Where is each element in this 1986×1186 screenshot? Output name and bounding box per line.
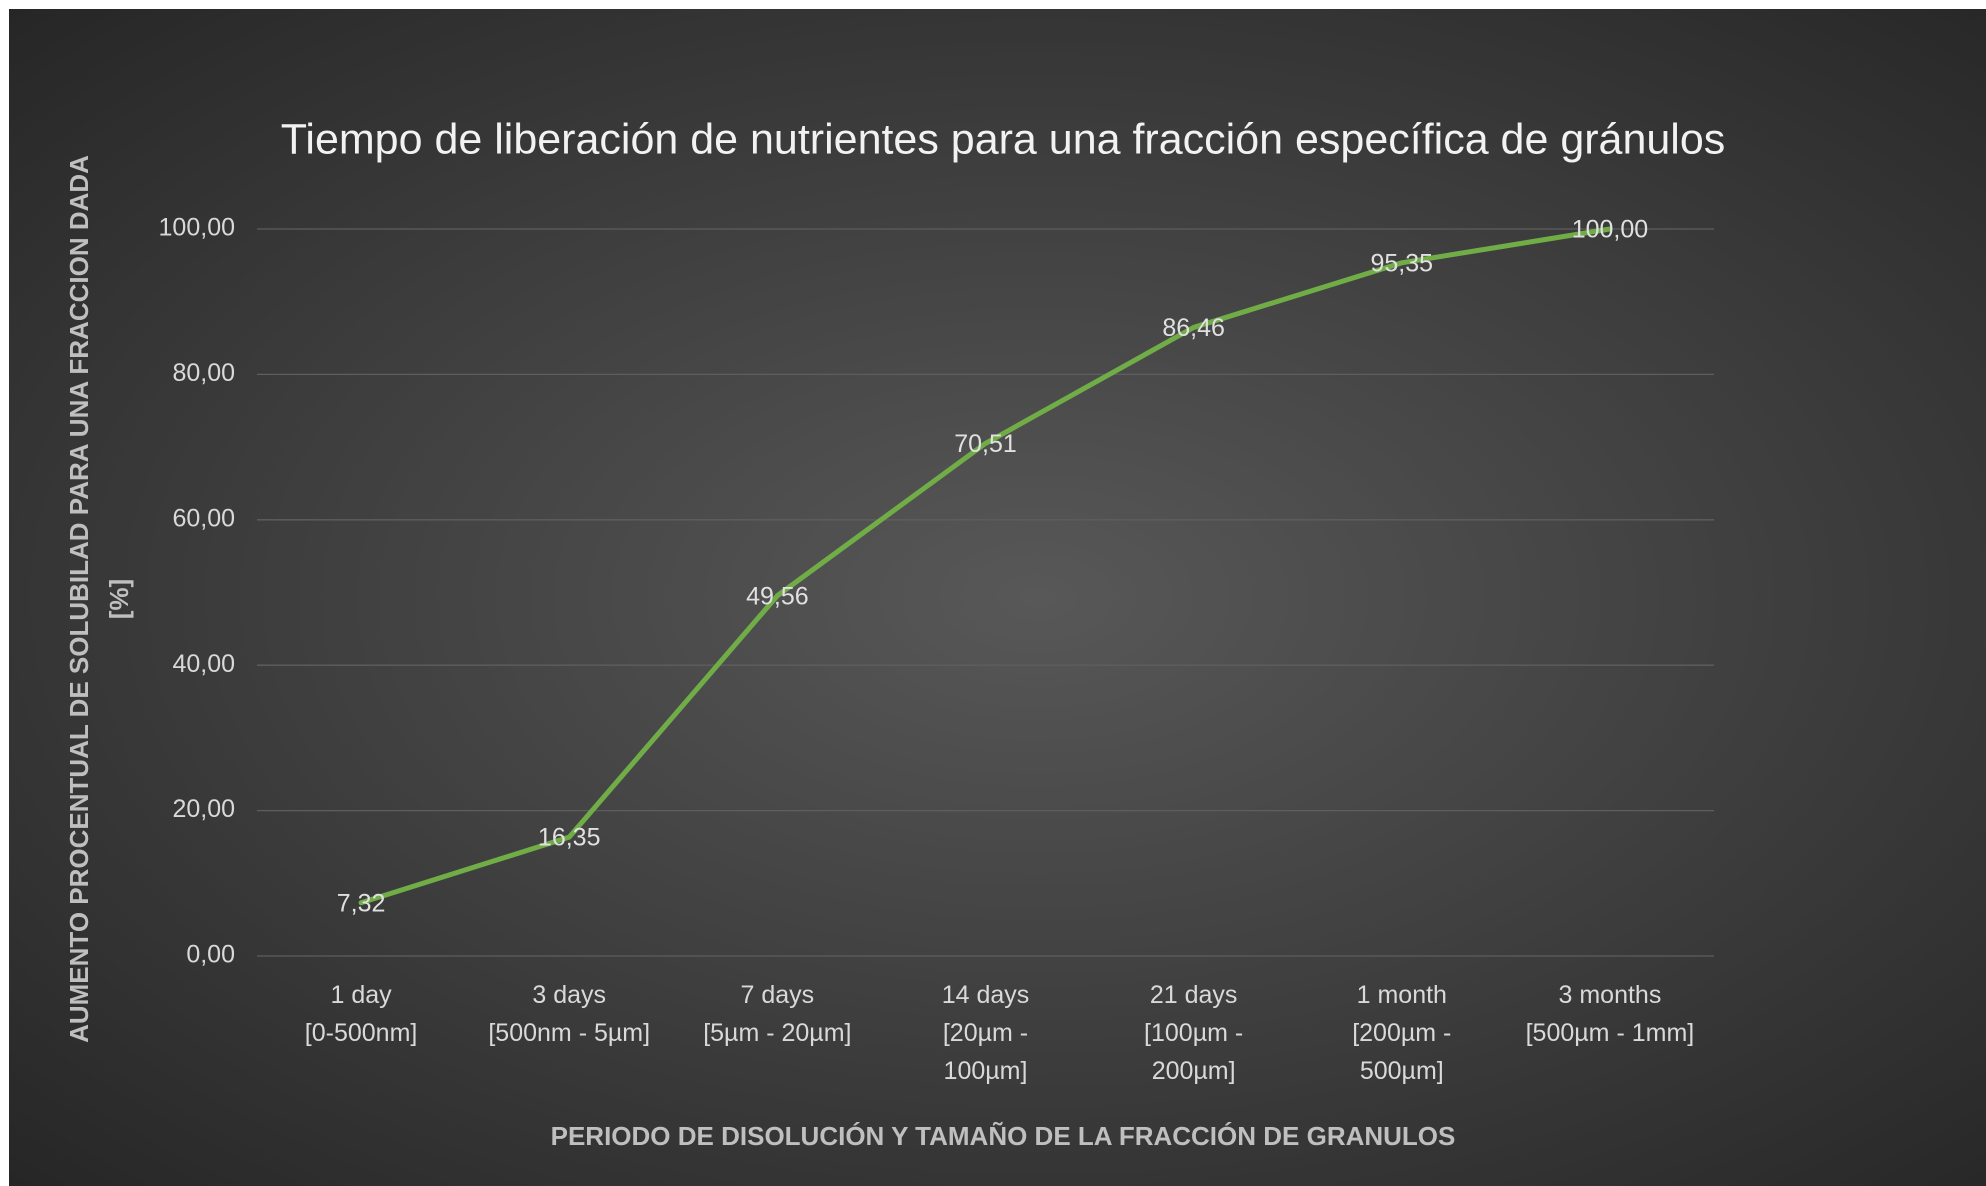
data-label: 70,51 [954, 430, 1017, 458]
y-axis-title: AUMENTO PROCENTUAL DE SOLUBILAD PARA UNA… [64, 155, 94, 1043]
y-tick-label: 40,00 [172, 650, 235, 678]
chart-title: Tiempo de liberación de nutrientes para … [281, 115, 1726, 163]
x-tick-label: 7 days [5µm - 20µm] [703, 981, 852, 1047]
x-tick-label: 3 days [500nm - 5µm] [488, 981, 651, 1047]
x-axis-title: PERIODO DE DISOLUCIÓN Y TAMAÑO DE LA FRA… [551, 1121, 1456, 1151]
x-tick-label: 1 day [0-500nm] [304, 981, 418, 1047]
y-tick-label: 0,00 [186, 941, 235, 969]
y-tick-label: 100,00 [159, 214, 235, 242]
x-tick-label: 14 days [20µm - 100µm] [941, 981, 1030, 1085]
data-label: 7,32 [337, 889, 386, 917]
data-label: 86,46 [1162, 314, 1225, 342]
y-tick-label: 60,00 [172, 504, 235, 532]
x-tick-label: 21 days [100µm - 200µm] [1144, 981, 1244, 1085]
chart-svg: Tiempo de liberación de nutrientes para … [64, 115, 1726, 1151]
y-axis-title: [%] [104, 579, 134, 619]
chart: Tiempo de liberación de nutrientes para … [9, 9, 1986, 1186]
data-label: 16,35 [538, 824, 601, 852]
data-label: 95,35 [1371, 249, 1434, 277]
line-series [358, 226, 1613, 906]
x-tick-label: 1 month [200µm - 500µm] [1352, 981, 1452, 1085]
x-tick-label: 3 months [500µm - 1mm] [1525, 981, 1695, 1047]
data-label: 100,00 [1572, 216, 1648, 244]
data-label: 49,56 [746, 582, 809, 610]
y-tick-label: 80,00 [172, 359, 235, 387]
y-tick-label: 20,00 [172, 795, 235, 823]
